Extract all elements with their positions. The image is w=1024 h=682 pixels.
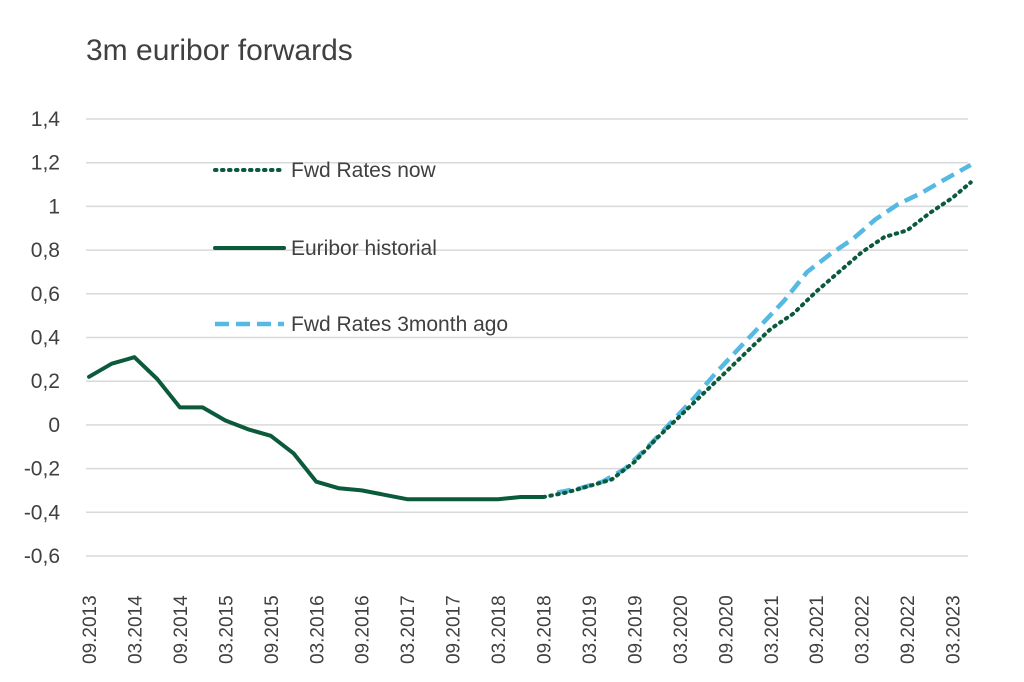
x-tick-label: 03.2016 bbox=[307, 595, 328, 664]
legend-label: Euribor historial bbox=[291, 237, 437, 260]
y-tick-label: 0,2 bbox=[31, 370, 60, 393]
x-tick-label: 03.2017 bbox=[398, 595, 419, 664]
x-tick-label: 09.2018 bbox=[535, 595, 556, 664]
x-tick-label: 09.2019 bbox=[625, 595, 646, 664]
chart-title: 3m euribor forwards bbox=[86, 34, 353, 67]
x-tick-label: 03.2015 bbox=[216, 595, 237, 664]
y-tick-label: -0,6 bbox=[24, 545, 60, 568]
x-tick-label: 09.2020 bbox=[716, 595, 737, 664]
legend-label: Fwd Rates 3month ago bbox=[291, 313, 508, 336]
x-axis-tick-labels: 09.2013 03.2014 09.2014 03.2015 09.2015 03.20… bbox=[80, 595, 965, 664]
y-tick-label: 0,8 bbox=[31, 239, 60, 262]
x-tick-label: 03.2018 bbox=[489, 595, 510, 664]
series-line-fwd-rates-3month-ago bbox=[556, 162, 972, 495]
x-tick-label: 09.2016 bbox=[353, 595, 374, 664]
y-tick-label: 0,6 bbox=[31, 283, 60, 306]
series-lines bbox=[87, 162, 973, 502]
x-tick-label: 03.2019 bbox=[580, 595, 601, 664]
x-tick-label: 03.2021 bbox=[762, 595, 783, 664]
x-tick-label: 03.2022 bbox=[853, 595, 874, 664]
y-tick-label: 1,4 bbox=[31, 108, 61, 131]
y-axis-tick-labels: 1,4 1,2 1 0,8 0,6 0,4 0,2 0 -0,2 -0,4 -0,6 bbox=[24, 108, 61, 568]
x-tick-label: 03.2020 bbox=[671, 595, 692, 664]
x-tick-label: 09.2015 bbox=[262, 595, 283, 664]
series-line-fwd-rates-now bbox=[541, 180, 973, 499]
legend-label: Fwd Rates now bbox=[291, 159, 437, 182]
x-tick-label: 09.2021 bbox=[807, 595, 828, 664]
y-tick-label: 0,4 bbox=[31, 327, 61, 350]
y-tick-label: -0,2 bbox=[24, 458, 60, 481]
x-tick-label: 09.2017 bbox=[444, 595, 465, 664]
gridlines bbox=[86, 118, 968, 557]
x-tick-label: 03.2023 bbox=[944, 595, 965, 664]
x-tick-label: 09.2013 bbox=[80, 595, 101, 664]
x-tick-label: 03.2014 bbox=[125, 595, 146, 664]
x-tick-label: 09.2014 bbox=[171, 595, 192, 664]
legend: Fwd Rates now Euribor historial Fwd Rates … bbox=[213, 159, 508, 336]
y-tick-label: 1 bbox=[48, 195, 60, 218]
x-tick-label: 09.2022 bbox=[898, 595, 919, 664]
y-tick-label: 1,2 bbox=[31, 152, 60, 175]
y-tick-label: 0 bbox=[48, 414, 60, 437]
series-line-euribor-historial bbox=[87, 355, 546, 502]
y-tick-label: -0,4 bbox=[24, 501, 61, 524]
